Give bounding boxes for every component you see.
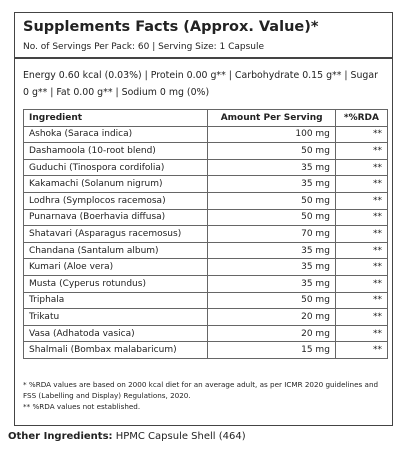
ingredient: Dashamoola (10-root blend): [22, 142, 209, 160]
amount: 35 mg: [207, 258, 336, 276]
table-row: Triphala 50 mg **: [22, 291, 389, 310]
amount: 70 mg: [207, 225, 336, 243]
ingredient: Kumari (Aloe vera): [22, 258, 209, 276]
amount: 100 mg: [207, 125, 336, 144]
table-row: Shalmali (Bombax malabaricum) 15 mg **: [22, 341, 389, 359]
ingredient: Trikatu: [22, 308, 209, 326]
rda: **: [334, 142, 389, 160]
footnote: * %RDA values are based on 2000 kcal die…: [23, 380, 379, 400]
rda: **: [334, 191, 389, 210]
rda: **: [334, 308, 389, 326]
ingredient: Triphala: [22, 291, 209, 310]
rda: **: [334, 125, 389, 144]
title: Supplements Facts (Approx. Value)*: [23, 19, 319, 35]
amount: 50 mg: [207, 208, 336, 227]
amount: 35 mg: [207, 241, 336, 260]
other-value: HPMC Capsule Shell (464): [115, 431, 246, 442]
ingredient: Guduchi (Tinospora cordifolia): [22, 158, 209, 177]
table-row: Shatavari (Asparagus racemosus) 70 mg **: [22, 225, 389, 243]
column-header: Ingredient: [22, 109, 209, 127]
rda: **: [334, 324, 389, 343]
table-row: Ashoka (Saraca indica) 100 mg **: [22, 125, 389, 144]
facts-panel: Supplements Facts (Approx. Value)* No. o…: [14, 12, 393, 426]
amount: 35 mg: [207, 175, 336, 193]
other-ingredients: Other Ingredients: HPMC Capsule Shell (4…: [8, 431, 246, 442]
ingredient: Lodhra (Symplocos racemosa): [22, 191, 209, 210]
amount: 35 mg: [207, 274, 336, 293]
rda: **: [334, 175, 389, 193]
amount: 50 mg: [207, 291, 336, 310]
amount: 20 mg: [207, 324, 336, 343]
amount: 50 mg: [207, 191, 336, 210]
footnotes: * %RDA values are based on 2000 kcal die…: [23, 379, 388, 412]
rda: **: [334, 291, 389, 310]
other-label: Other Ingredients:: [8, 431, 113, 442]
ingredient: Kakamachi (Solanum nigrum): [22, 175, 209, 193]
ingredient: Ashoka (Saraca indica): [22, 125, 209, 144]
column-header: *%RDA: [334, 109, 389, 127]
ingredient: Punarnava (Boerhavia diffusa): [22, 208, 209, 227]
amount: 35 mg: [207, 158, 336, 177]
amount: 20 mg: [207, 308, 336, 326]
header-row: Ingredient Amount Per Serving *%RDA: [22, 109, 389, 127]
table-row: Lodhra (Symplocos racemosa) 50 mg **: [22, 191, 389, 210]
rule: [15, 57, 392, 59]
table-row: Chandana (Santalum album) 35 mg **: [22, 241, 389, 260]
ingredient: Shatavari (Asparagus racemosus): [22, 225, 209, 243]
amount: 50 mg: [207, 142, 336, 160]
rda: **: [334, 208, 389, 227]
rda: **: [334, 341, 389, 359]
table-row: Kakamachi (Solanum nigrum) 35 mg **: [22, 175, 389, 193]
ingredient: Vasa (Adhatoda vasica): [22, 324, 209, 343]
table-row: Vasa (Adhatoda vasica) 20 mg **: [22, 324, 389, 343]
table-row: Musta (Cyperus rotundus) 35 mg **: [22, 274, 389, 293]
amount: 15 mg: [207, 341, 336, 359]
ingredient: Shalmali (Bombax malabaricum): [22, 341, 209, 359]
rda: **: [334, 158, 389, 177]
table-row: Guduchi (Tinospora cordifolia) 35 mg **: [22, 158, 389, 177]
ingredients-table: Ingredient Amount Per Serving *%RDA Ashoka …: [22, 109, 389, 359]
table-row: Punarnava (Boerhavia diffusa) 50 mg **: [22, 208, 389, 227]
rda: **: [334, 241, 389, 260]
ingredient: Chandana (Santalum album): [22, 241, 209, 260]
servings: No. of Servings Per Pack: 60 | Serving S…: [23, 42, 265, 52]
nutrition: Energy 0.60 kcal (0.03%) | Protein 0.00 …: [23, 70, 378, 98]
table-row: Trikatu 20 mg **: [22, 308, 389, 326]
column-header: Amount Per Serving: [207, 109, 336, 127]
rda: **: [334, 258, 389, 276]
table-row: Dashamoola (10-root blend) 50 mg **: [22, 142, 389, 160]
rda: **: [334, 225, 389, 243]
table-row: Kumari (Aloe vera) 35 mg **: [22, 258, 389, 276]
rda: **: [334, 274, 389, 293]
ingredient: Musta (Cyperus rotundus): [22, 274, 209, 293]
footnote: ** %RDA values not established.: [23, 402, 141, 411]
